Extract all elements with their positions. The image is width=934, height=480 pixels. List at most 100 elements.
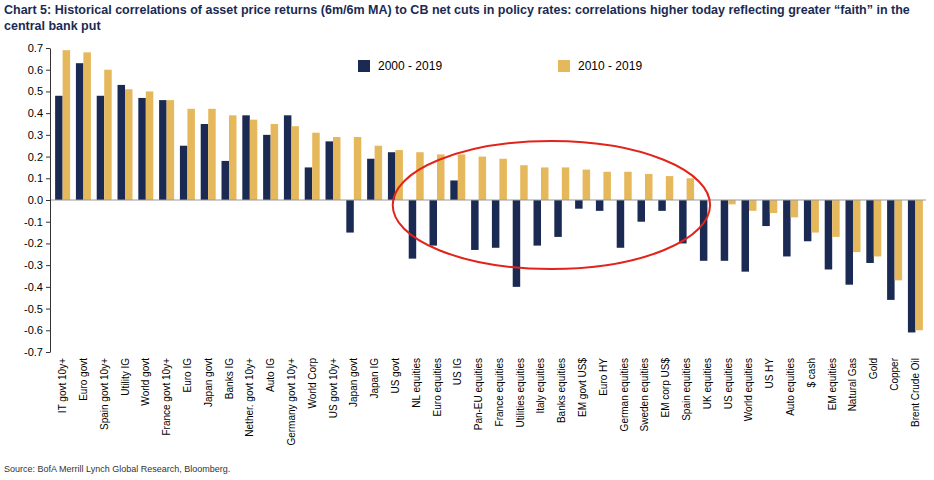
legend-label: 2000 - 2019: [378, 59, 442, 73]
x-tick: US IG: [452, 358, 463, 385]
bar: [208, 109, 215, 200]
bar: [624, 172, 631, 200]
y-tick-label: 0.7: [28, 42, 43, 54]
bar: [770, 200, 777, 213]
bar: [159, 100, 166, 200]
x-tick-label: Spain govt 10y+: [99, 358, 110, 430]
y-tick-mark: [46, 243, 50, 244]
x-tick-label: Gold: [868, 358, 879, 379]
bar: [250, 120, 257, 200]
x-tick-label: German equities: [619, 358, 630, 431]
bar: [180, 146, 187, 200]
x-tick: Japan IG: [369, 358, 380, 399]
x-tick-label: World equities: [743, 358, 754, 421]
bar: [596, 200, 603, 211]
bars: [55, 50, 923, 332]
y-tick-mark: [46, 200, 50, 201]
bar: [450, 180, 457, 200]
bar: [263, 135, 270, 200]
x-tick: Pan-EU equities: [473, 358, 484, 430]
x-tick-label: Germany govt 10y+: [286, 358, 297, 446]
y-tick: 0.2: [28, 151, 50, 163]
bar: [284, 115, 291, 200]
y-tick-mark: [46, 287, 50, 288]
y-tick-label: -0.1: [24, 216, 43, 228]
y-tick-mark: [46, 70, 50, 71]
x-tick: Euro equities: [432, 358, 443, 416]
x-tick: Euro govt: [78, 358, 89, 401]
bar: [291, 126, 298, 200]
bar: [242, 115, 249, 200]
bar: [76, 63, 83, 200]
x-tick-label: Euro govt: [78, 358, 89, 401]
y-tick: 0.6: [28, 64, 50, 76]
y-tick-label: 0.0: [28, 194, 43, 206]
bar: [617, 200, 624, 248]
bar: [55, 96, 62, 200]
legend-item: 2000 - 2019: [358, 59, 442, 73]
bar: [908, 200, 915, 332]
x-tick: EM equities: [827, 358, 838, 410]
x-tick: $ cash: [806, 358, 817, 387]
bar: [63, 50, 70, 200]
y-tick: 0.4: [28, 107, 50, 119]
bar: [575, 200, 582, 209]
y-tick-mark: [46, 135, 50, 136]
bar: [783, 200, 790, 256]
bar: [832, 200, 839, 237]
bar: [430, 200, 437, 246]
baseline: [50, 200, 926, 201]
bar: [416, 152, 423, 200]
y-tick-label: -0.7: [24, 346, 43, 358]
bar: [104, 70, 111, 200]
x-tick-label: Auto IG: [265, 358, 276, 392]
source: Source: BofA Merrill Lynch Global Resear…: [4, 464, 230, 474]
bar: [388, 152, 395, 200]
bar: [326, 141, 333, 200]
x-tick-label: France equities: [494, 358, 505, 426]
y-tick: -0.4: [24, 281, 50, 293]
x-tick-label: IT govt 10y+: [57, 358, 68, 413]
bar: [201, 124, 208, 200]
legend: 2000 - 2019 2010 - 2019: [358, 59, 642, 73]
x-tick-label: World Corp: [307, 358, 318, 409]
x-tick: Japan govt: [348, 358, 359, 407]
bar: [804, 200, 811, 241]
x-tick-label: US equities: [723, 358, 734, 409]
bar: [97, 96, 104, 200]
bar: [534, 200, 541, 246]
bar: [583, 170, 590, 200]
bar: [458, 154, 465, 200]
y-tick: 0.0: [28, 194, 50, 206]
x-tick: IT govt 10y+: [57, 358, 68, 413]
y-axis: -0.7-0.6-0.5-0.4-0.3-0.2-0.10.00.10.20.3…: [24, 42, 50, 358]
x-tick: Spain equities: [681, 358, 692, 421]
x-tick-label: EM corp US$: [660, 358, 671, 418]
x-tick: US govt: [390, 358, 401, 394]
y-tick-mark: [46, 48, 50, 49]
y-tick: 0.3: [28, 129, 50, 141]
x-tick-label: Brent Crude Oil: [910, 358, 921, 427]
x-tick-label: Banks equities: [556, 358, 567, 423]
bar: [679, 200, 686, 243]
bar: [749, 200, 756, 211]
bar: [146, 91, 153, 200]
x-tick: France equities: [494, 358, 505, 426]
x-tick: World govt: [140, 358, 151, 406]
bar: [541, 167, 548, 200]
legend-label: 2010 - 2019: [578, 59, 642, 73]
bar: [520, 165, 527, 200]
bar: [346, 200, 353, 233]
bar: [305, 167, 312, 200]
x-tick-label: Utility IG: [120, 358, 131, 396]
y-tick-mark: [46, 352, 50, 353]
bar: [167, 100, 174, 200]
y-tick-label: -0.3: [24, 259, 43, 271]
x-tick: Auto equities: [785, 358, 796, 416]
x-tick: EM corp US$: [660, 358, 671, 418]
bar: [742, 200, 749, 272]
x-tick-label: Japan IG: [369, 358, 380, 399]
x-tick: World Corp: [307, 358, 318, 409]
x-tick-label: World govt: [140, 358, 151, 406]
x-tick: Japan govt: [203, 358, 214, 407]
